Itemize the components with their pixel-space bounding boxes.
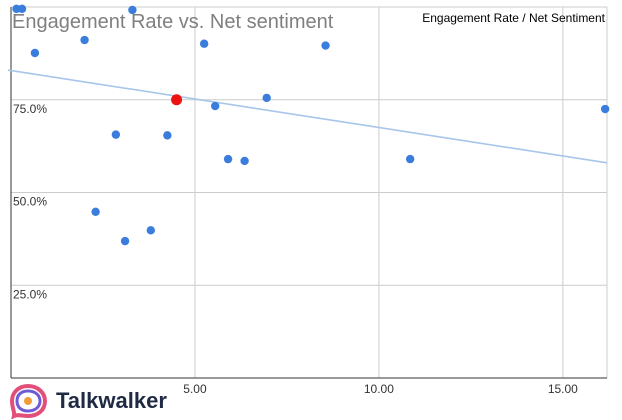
data-point	[321, 41, 330, 50]
talkwalker-logo-icon	[9, 383, 48, 419]
x-tick-label: 15.00	[548, 382, 578, 396]
tick-labels: 5.00 10.00 15.00 25.0% 50.0% 75.0%	[13, 102, 578, 396]
data-point	[17, 4, 27, 14]
data-point	[262, 93, 271, 103]
y-tick-label: 75.0%	[13, 102, 47, 116]
trendline-layer	[7, 69, 608, 164]
brand-name: Talkwalker	[56, 388, 167, 413]
data-point	[600, 104, 610, 114]
data-point	[128, 5, 137, 15]
y-tick-label: 25.0%	[13, 287, 47, 301]
data-point	[240, 156, 249, 166]
data-point	[120, 236, 130, 246]
data-point	[146, 226, 156, 235]
data-point	[30, 48, 40, 58]
axes	[10, 7, 607, 379]
grid-lines	[11, 6, 608, 378]
highlighted-data-point	[171, 94, 183, 106]
data-point	[210, 101, 220, 111]
data-point	[223, 154, 233, 164]
legend-entry: Engagement Rate / Net Sentiment	[422, 11, 605, 25]
data-point	[91, 207, 100, 216]
y-tick-label: 50.0%	[13, 195, 47, 209]
data-point	[163, 131, 172, 140]
data-point	[199, 39, 209, 48]
data-point	[111, 130, 121, 139]
chart-title: Engagement Rate vs. Net sentiment	[12, 11, 334, 33]
trendline	[7, 69, 608, 164]
data-point	[405, 154, 415, 164]
brand-footer: Talkwalker	[8, 383, 167, 419]
x-tick-label: 5.00	[183, 382, 207, 396]
data-points	[12, 4, 610, 246]
x-tick-label: 10.00	[364, 382, 394, 396]
data-point	[80, 35, 89, 45]
